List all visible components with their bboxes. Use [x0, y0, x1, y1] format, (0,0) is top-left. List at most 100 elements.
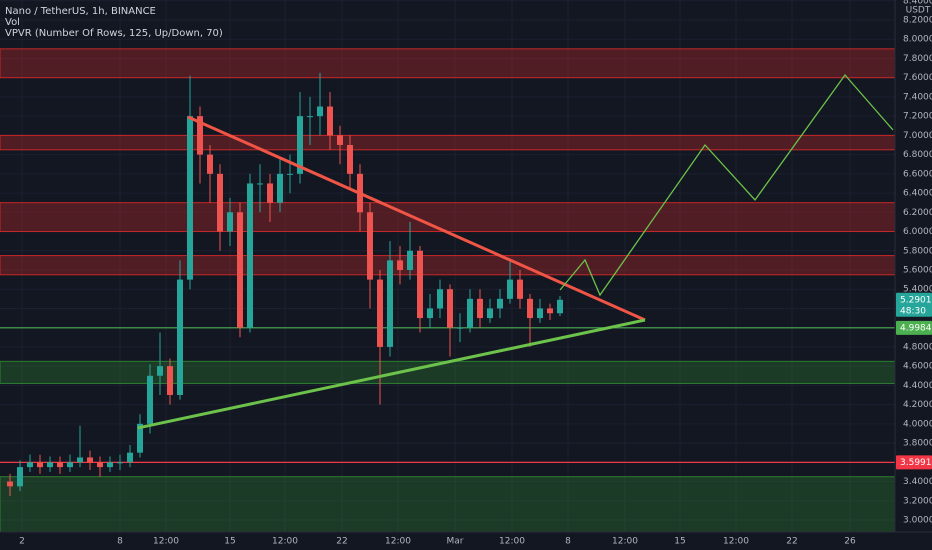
candle-body [207, 154, 213, 174]
candle-body [177, 279, 183, 395]
projection-path [559, 73, 894, 297]
zone [0, 360, 896, 384]
candle-body [367, 212, 373, 280]
zones [0, 48, 896, 533]
zone [0, 134, 896, 151]
y-tick-label: 5.6000 [903, 265, 932, 275]
candle-body [87, 457, 93, 463]
x-tick-label: Mar [447, 537, 464, 547]
y-tick-label: 4.8000 [903, 342, 932, 352]
x-tick-label: 15 [224, 537, 235, 547]
candle-body [137, 423, 143, 453]
y-tick-label: 4.4000 [903, 381, 932, 391]
candle-body [487, 308, 493, 319]
currency-label: USDT [906, 6, 931, 16]
y-tick-label: 4.0000 [903, 419, 932, 429]
candle-body [67, 462, 73, 468]
candle-body [197, 116, 203, 155]
candle-body [7, 481, 13, 487]
trend-line [137, 318, 646, 430]
x-tick-label: 12:00 [499, 537, 525, 547]
candle-body [127, 452, 133, 463]
candle-body [457, 327, 463, 329]
y-tick-label: 5.8000 [903, 246, 932, 256]
y-tick-label: 6.6000 [903, 169, 932, 179]
candle-body [27, 462, 33, 468]
x-tick-label: 22 [786, 537, 797, 547]
candle-body [337, 135, 343, 145]
x-tick-label: 26 [844, 537, 856, 547]
zone [0, 48, 896, 79]
y-tick-label: 6.4000 [903, 189, 932, 199]
x-tick-label: 8 [565, 537, 571, 547]
candle-body [427, 308, 433, 319]
y-tick-label: 8.4000 [903, 0, 932, 6]
candle-body [547, 308, 553, 314]
candle-body [297, 116, 303, 174]
candle-body [467, 298, 473, 328]
y-tick-label: 8.0000 [903, 35, 932, 45]
candle-body [167, 366, 173, 395]
candle-body [57, 462, 63, 468]
candle-body [507, 279, 513, 299]
price-tag [896, 292, 932, 317]
candle-body [377, 279, 383, 347]
price-tag-label: 3.5991 [900, 458, 932, 468]
candle-body [387, 260, 393, 347]
candle-body [407, 250, 413, 270]
y-tick-label: 4.6000 [903, 362, 932, 372]
candle-body [227, 212, 233, 232]
candle-body [147, 375, 153, 424]
y-tick-label: 3.0000 [903, 515, 932, 525]
price-tag [896, 455, 932, 470]
candle-body [557, 299, 563, 314]
x-tick-label: 12:00 [612, 537, 638, 547]
candle-body [267, 183, 273, 203]
candle-body [237, 212, 243, 328]
x-tick-label: 12:00 [153, 537, 179, 547]
candle-body [347, 144, 353, 174]
x-tick-label: 12:00 [385, 537, 411, 547]
y-tick-label: 5.4000 [903, 285, 932, 295]
candle-body [217, 173, 223, 232]
indicator-label: Vol [5, 17, 20, 28]
y-tick-label: 6.0000 [903, 227, 932, 237]
price-tag-label: 4.9984 [900, 323, 932, 333]
y-tick-label: 4.2000 [903, 400, 932, 410]
candle-body [247, 183, 253, 328]
trend-line [187, 115, 646, 322]
candle-body [277, 173, 283, 203]
candle-body [17, 467, 23, 487]
candle-body [117, 462, 123, 464]
y-tick-label: 6.2000 [903, 208, 932, 218]
candle-body [77, 457, 83, 463]
candle-body [97, 462, 103, 468]
candle-body [527, 298, 533, 319]
zone [0, 202, 896, 233]
candle-body [187, 116, 193, 280]
x-tick-label: 12:00 [723, 537, 749, 547]
y-tick-label: 3.8000 [903, 439, 932, 449]
x-tick-label: 2 [19, 537, 25, 547]
zone [0, 476, 896, 533]
candle-body [497, 298, 503, 309]
candle-body [47, 462, 53, 468]
y-tick-label: 7.4000 [903, 92, 932, 102]
candle-body [257, 183, 263, 185]
candle-body [307, 116, 313, 118]
y-tick-label: 6.8000 [903, 150, 932, 160]
countdown: 48:30 [900, 306, 926, 316]
y-tick-label: 7.6000 [903, 73, 932, 83]
candle-body [477, 298, 483, 319]
candle-body [437, 289, 443, 309]
candle-body [107, 462, 113, 468]
y-tick-label: 3.4000 [903, 477, 932, 487]
candle-body [517, 279, 523, 299]
y-tick-label: 7.2000 [903, 112, 932, 122]
zone [0, 255, 896, 276]
candle-body [417, 250, 423, 319]
candle-body [37, 462, 43, 468]
